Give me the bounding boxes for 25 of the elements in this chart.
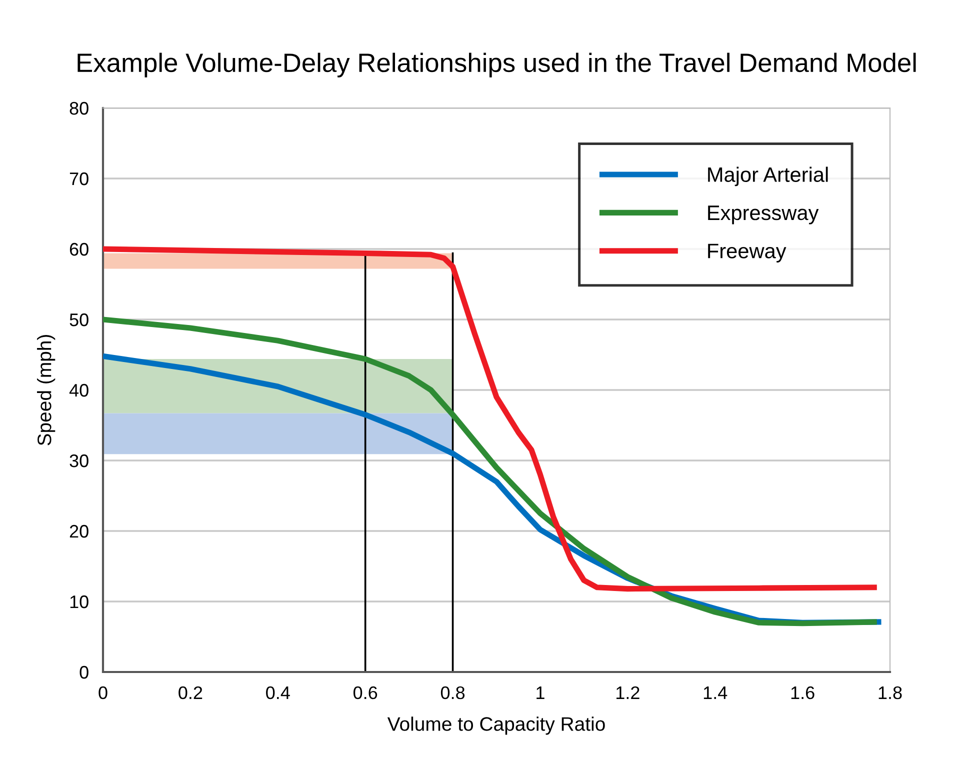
- legend-label: Expressway: [708, 206, 819, 224]
- y-tick-label: 50: [70, 313, 88, 326]
- x-tick-label: 0.2: [178, 686, 202, 700]
- y-tick-label: 80: [70, 102, 88, 115]
- y-tick-label: 0: [80, 666, 88, 679]
- x-tick-label: 1.6: [791, 686, 814, 700]
- x-axis-title: Volume to Capacity Ratio: [387, 716, 605, 735]
- y-axis-title: Speed (mph): [37, 335, 56, 446]
- x-tick-label: 0: [98, 686, 108, 700]
- x-tick-label: 0.4: [266, 686, 290, 700]
- legend-label: Freeway: [708, 244, 786, 262]
- x-tick-label: 0.6: [353, 686, 378, 700]
- y-tick-label: 60: [70, 242, 88, 256]
- y-tick-label: 30: [70, 454, 88, 468]
- y-tick-label: 20: [70, 524, 88, 538]
- y-tick-label: 40: [69, 384, 88, 397]
- legend-label: Major Arterial: [708, 166, 828, 186]
- x-tick-label: 1: [536, 686, 544, 699]
- y-tick-label: 10: [70, 595, 88, 608]
- x-tick-label: 1.8: [878, 686, 902, 700]
- x-tick-label: 1.4: [704, 686, 728, 699]
- y-tick-label: 70: [70, 172, 88, 186]
- x-tick-label: 0.8: [440, 686, 465, 700]
- chart-title: Example Volume-Delay Relationships used in the Travel Demand Model: [78, 52, 916, 78]
- x-tick-label: 1.2: [616, 686, 640, 699]
